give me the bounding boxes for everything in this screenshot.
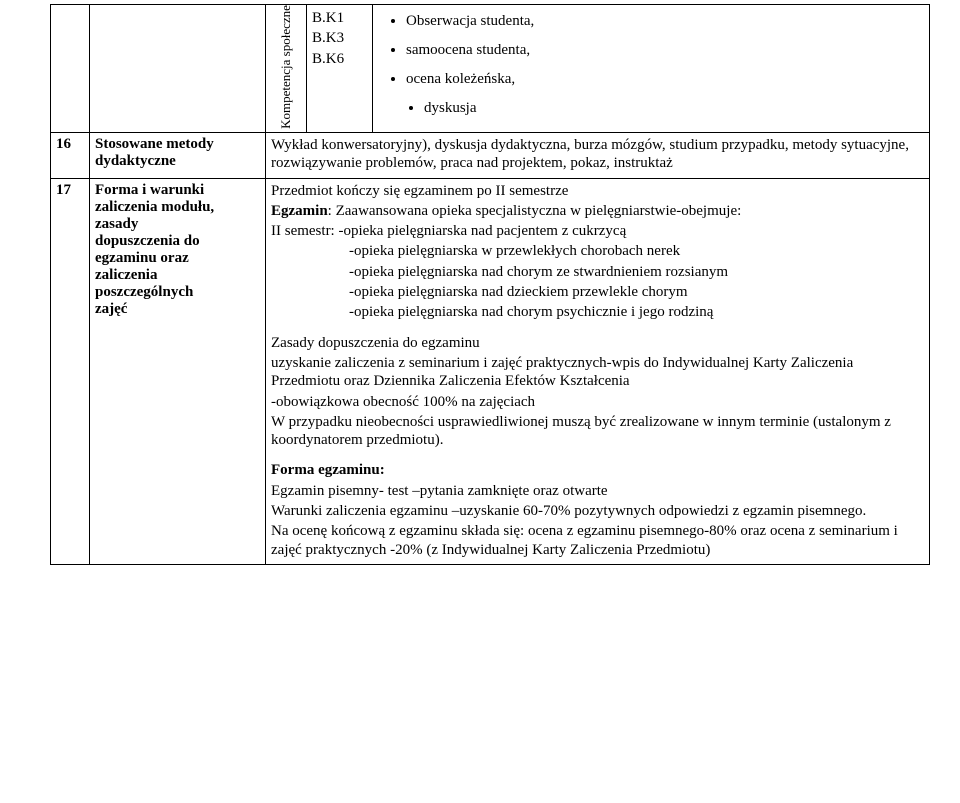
row3-p10: -obowiązkowa obecność 100% na zajęciach xyxy=(271,393,924,411)
code-b-k3: B.K3 xyxy=(312,28,367,48)
bullet-dyskusja: dyskusja xyxy=(424,100,924,117)
row3-num: 17 xyxy=(51,178,90,564)
row1-rotated-cell: Kompetencja społeczne xyxy=(266,5,307,133)
row3-p12: Forma egzaminu: xyxy=(271,461,924,479)
page: Kompetencja społeczne B.K1 B.K3 B.K6 Obs… xyxy=(0,0,960,803)
table-row: 17 Forma i warunki zaliczenia modułu, za… xyxy=(51,178,930,564)
row2-label: Stosowane metody dydaktyczne xyxy=(90,133,266,179)
row3-p15: Na ocenę końcową z egzaminu składa się: … xyxy=(271,522,924,559)
row1-bullets-cell: Obserwacja studenta, samoocena studenta,… xyxy=(373,5,930,133)
row3-label-line1: Forma i warunki xyxy=(95,182,204,198)
row3-p2-bold: Egzamin xyxy=(271,203,328,219)
row3-p12-bold: Forma egzaminu: xyxy=(271,462,385,478)
row3-p1: Przedmiot kończy się egzaminem po II sem… xyxy=(271,182,924,200)
bullet-ocena: ocena koleżeńska, xyxy=(406,71,924,88)
row2-num: 16 xyxy=(51,133,90,179)
spacer xyxy=(271,451,924,461)
table-row: Kompetencja społeczne B.K1 B.K3 B.K6 Obs… xyxy=(51,5,930,133)
table-row: 16 Stosowane metody dydaktyczne Wykład k… xyxy=(51,133,930,179)
row3-p3: II semestr: -opieka pielęgniarska nad pa… xyxy=(271,222,924,240)
row3-p8: Zasady dopuszczenia do egzaminu xyxy=(271,334,924,352)
row3-p2-rest: : Zaawansowana opieka specjalistyczna w … xyxy=(328,203,742,219)
bullet-samoocena: samoocena studenta, xyxy=(406,42,924,59)
row3-p5: -opieka pielęgniarska nad chorym ze stwa… xyxy=(271,263,924,281)
rotated-label: Kompetencja społeczne xyxy=(278,5,294,129)
row1-label xyxy=(90,5,266,133)
row3-p7: -opieka pielęgniarska nad chorym psychic… xyxy=(271,303,924,321)
spacer xyxy=(271,324,924,334)
row3-label-line4: dopuszczenia do xyxy=(95,233,200,249)
row3-p11: W przypadku nieobecności usprawiedliwion… xyxy=(271,413,924,450)
row1-num xyxy=(51,5,90,133)
row3-p14: Warunki zaliczenia egzaminu –uzyskanie 6… xyxy=(271,502,924,520)
row3-label-line8: zajęć xyxy=(95,301,127,317)
row3-p2: Egzamin: Zaawansowana opieka specjalisty… xyxy=(271,202,924,220)
row3-body: Przedmiot kończy się egzaminem po II sem… xyxy=(266,178,930,564)
row2-body: Wykład konwersatoryjny), dyskusja dydakt… xyxy=(266,133,930,179)
row3-label-line3: zasady xyxy=(95,216,138,232)
row3-label: Forma i warunki zaliczenia modułu, zasad… xyxy=(90,178,266,564)
row3-p13: Egzamin pisemny- test –pytania zamknięte… xyxy=(271,482,924,500)
document-table: Kompetencja społeczne B.K1 B.K3 B.K6 Obs… xyxy=(50,4,930,565)
row3-p4: -opieka pielęgniarska w przewlekłych cho… xyxy=(271,242,924,260)
code-b-k6: B.K6 xyxy=(312,49,367,69)
row3-label-line2: zaliczenia modułu, xyxy=(95,199,214,215)
row3-label-line7: poszczególnych xyxy=(95,284,193,300)
row1-codes: B.K1 B.K3 B.K6 xyxy=(307,5,373,133)
row3-label-line5: egzaminu oraz xyxy=(95,250,189,266)
code-b-k1: B.K1 xyxy=(312,8,367,28)
row2-text: Wykład konwersatoryjny), dyskusja dydakt… xyxy=(271,136,924,173)
row3-p6: -opieka pielęgniarska nad dzieckiem prze… xyxy=(271,283,924,301)
row3-p9: uzyskanie zaliczenia z seminarium i zaję… xyxy=(271,354,924,391)
row3-label-line6: zaliczenia xyxy=(95,267,157,283)
bullet-obserwacja: Obserwacja studenta, xyxy=(406,13,924,30)
bullet-list: Obserwacja studenta, samoocena studenta,… xyxy=(378,13,924,117)
